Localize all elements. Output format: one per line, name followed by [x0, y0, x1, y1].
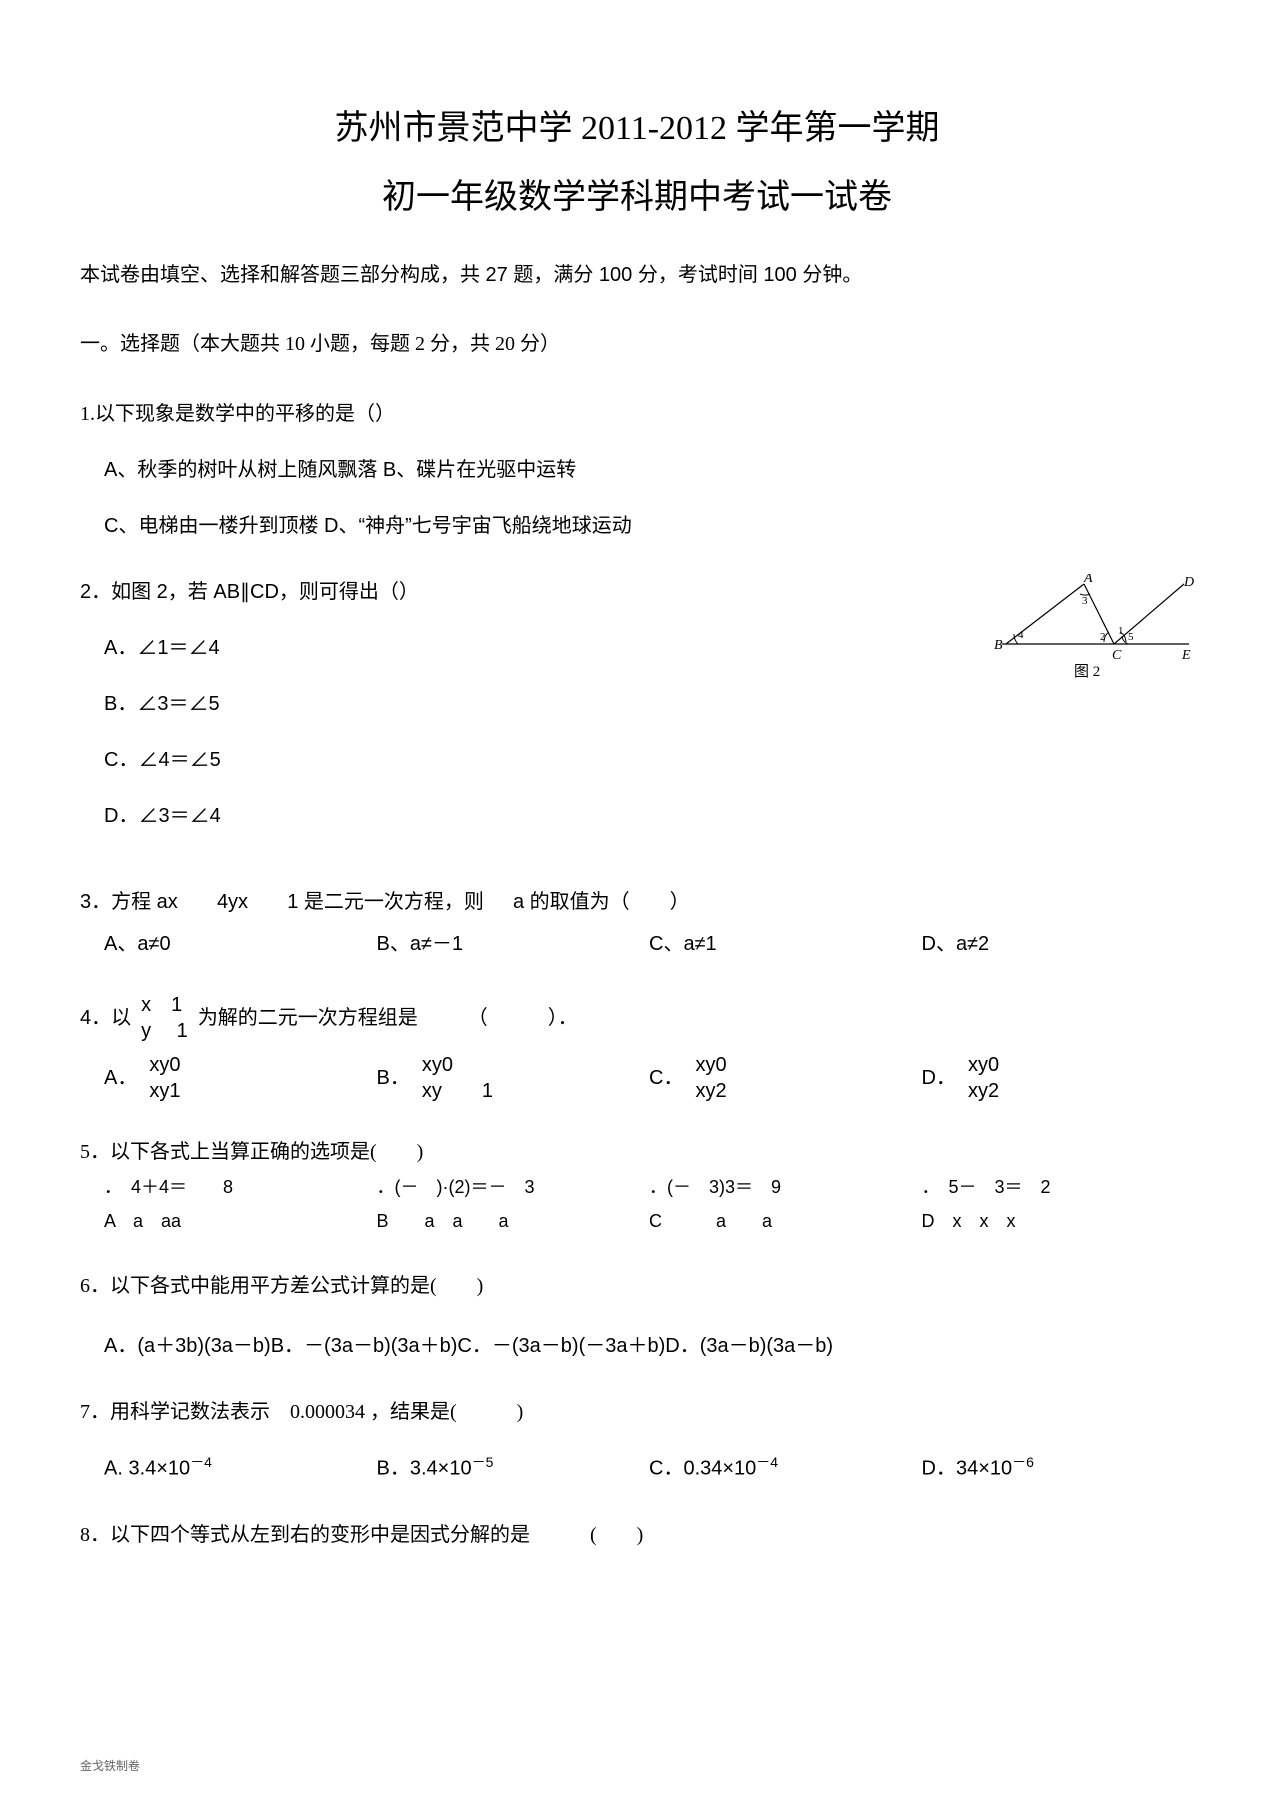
q7-optD-pre: D．34×10	[922, 1458, 1013, 1480]
q2-figure: A B C D E 3 4 2 1 5 图 2	[974, 574, 1194, 696]
q1-opt-line1: A、秋季的树叶从树上随风飘落 B、碟片在光驱中运转	[104, 452, 1194, 488]
q7-stem: 7．用科学记数法表示 0.000034 ，结果是( )	[80, 1394, 1194, 1430]
q4-optC: C． xy0 xy2	[649, 1052, 922, 1104]
q7-optB-exp: －5	[472, 1454, 494, 1470]
question-6: 6．以下各式中能用平方差公式计算的是( ) A．(a＋3b)(3a－b)B．－(…	[80, 1268, 1194, 1364]
q4-optC-l2: xy2	[695, 1078, 726, 1104]
q2-optB: B．∠3＝∠5	[104, 686, 974, 722]
q4-optC-l1: xy0	[695, 1052, 726, 1078]
q4-optA: A． xy0 xy1	[104, 1052, 377, 1104]
q4-optA-l1: xy0	[149, 1052, 180, 1078]
q3-stem-pre: 3．方程 ax	[80, 891, 178, 913]
section-1-header: 一。选择题（本大题共 10 小题，每题 2 分，共 20 分）	[80, 327, 1194, 356]
q2-stem: 2．如图 2，若 AB∥CD，则可得出（）	[80, 574, 974, 610]
q7-optD-exp: －6	[1012, 1454, 1034, 1470]
q4-optB-l1: xy0	[422, 1052, 493, 1078]
q7-optC-pre: C．0.34×10	[649, 1458, 756, 1480]
q5-B-top: ．(－ )·(2)＝－ 3	[377, 1170, 650, 1204]
q4-optB-l2: xy 1	[422, 1078, 493, 1104]
q5-stem: 5．以下各式上当算正确的选项是( )	[80, 1134, 1194, 1170]
q7-optD: D．34×10－6	[922, 1450, 1195, 1487]
question-2: 2．如图 2，若 AB∥CD，则可得出（） A．∠1＝∠4 B．∠3＝∠5 C．…	[80, 574, 1194, 854]
q7-optB-pre: B．3.4×10	[377, 1458, 472, 1480]
q4-y-line: y 1	[141, 1018, 188, 1044]
q3-stem-mid: 4yx	[217, 891, 248, 913]
q7-optB: B．3.4×10－5	[377, 1450, 650, 1487]
q4-optD-l1: xy0	[968, 1052, 999, 1078]
fig-label-C: C	[1112, 648, 1122, 663]
q5-optC: ．(－ 3)3＝ 9 C a a	[649, 1170, 922, 1238]
q4-optC-label: C．	[649, 1060, 683, 1096]
q3-stem-post: 1 是二元一次方程，则	[287, 891, 484, 913]
q2-optA: A．∠1＝∠4	[104, 630, 974, 666]
q3-stem-end: a 的取值为（ ）	[513, 891, 690, 913]
question-1: 1.以下现象是数学中的平移的是（） A、秋季的树叶从树上随风飘落 B、碟片在光驱…	[80, 396, 1194, 544]
q7-optA: A. 3.4×10－4	[104, 1450, 377, 1487]
q5-C-bot: C a a	[649, 1204, 922, 1238]
q5-optA: ． 4＋4＝ 8 A a aa	[104, 1170, 377, 1238]
q4-stem-post: 为解的二元一次方程组是 （ ）．	[198, 1000, 578, 1036]
q5-A-top: ． 4＋4＝ 8	[104, 1170, 377, 1204]
q8-stem: 8．以下四个等式从左到右的变形中是因式分解的是 ( )	[80, 1517, 1194, 1553]
q3-optD: D、a≠2	[922, 926, 1195, 962]
intro-text: 本试卷由填空、选择和解答题三部分构成，共 27 题，满分 100 分，考试时间 …	[80, 258, 1194, 287]
q4-optA-l2: xy1	[149, 1078, 180, 1104]
q5-D-top: ． 5－ 3＝ 2	[922, 1170, 1195, 1204]
q5-B-bot: B a a a	[377, 1204, 650, 1238]
q4-optB-label: B．	[377, 1060, 410, 1096]
q2-optC: C．∠4＝∠5	[104, 742, 974, 778]
q5-A-bot: A a aa	[104, 1204, 377, 1238]
q7-optA-pre: A. 3.4×10	[104, 1458, 190, 1480]
q4-optB: B． xy0 xy 1	[377, 1052, 650, 1104]
q1-opt-line2: C、电梯由一楼升到顶楼 D、“神舟”七号宇宙飞船绕地球运动	[104, 508, 1194, 544]
q7-optA-exp: －4	[190, 1454, 212, 1470]
question-3: 3．方程 ax 4yx 1 是二元一次方程，则 a 的取值为（ ） A、a≠0 …	[80, 884, 1194, 962]
title-sub: 初一年级数学学科期中考试一试卷	[80, 169, 1194, 218]
q4-optD: D． xy0 xy2	[922, 1052, 1195, 1104]
q5-C-top: ．(－ 3)3＝ 9	[649, 1170, 922, 1204]
q6-stem: 6．以下各式中能用平方差公式计算的是( )	[80, 1268, 1194, 1304]
q3-optB: B、a≠－1	[377, 926, 650, 962]
q4-optA-label: A．	[104, 1060, 137, 1096]
fig-label-B: B	[994, 638, 1003, 653]
q4-optD-l2: xy2	[968, 1078, 999, 1104]
fig-angle-5: 5	[1128, 631, 1134, 643]
q5-optD: ． 5－ 3＝ 2 D x x x	[922, 1170, 1195, 1238]
exam-page: 苏州市景范中学 2011-2012 学年第一学期 初一年级数学学科期中考试一试卷…	[0, 0, 1274, 1804]
q3-optA: A、a≠0	[104, 926, 377, 962]
q7-optC-exp: －4	[756, 1454, 778, 1470]
title-main: 苏州市景范中学 2011-2012 学年第一学期	[80, 100, 1194, 149]
q7-optC: C．0.34×10－4	[649, 1450, 922, 1487]
footer-text: 金戈铁制卷	[80, 1757, 140, 1774]
q5-D-bot: D x x x	[922, 1204, 1195, 1238]
fig-label-A: A	[1083, 574, 1093, 586]
question-4: 4．以 x 1 y 1 为解的二元一次方程组是 （ ）． A． xy0 xy1 …	[80, 992, 1194, 1104]
fig-label-E: E	[1181, 648, 1191, 663]
fig-angle-4: 4	[1018, 629, 1024, 641]
q3-optC: C、a≠1	[649, 926, 922, 962]
question-8: 8．以下四个等式从左到右的变形中是因式分解的是 ( )	[80, 1517, 1194, 1553]
q4-x-line: x 1	[141, 992, 188, 1018]
q6-opts: A．(a＋3b)(3a－b)B．－(3a－b)(3a＋b)C．－(3a－b)(－…	[104, 1335, 833, 1357]
q2-optD: D．∠3＝∠4	[104, 798, 974, 834]
q4-stem-pre: 4．以	[80, 1000, 131, 1036]
fig-label-D: D	[1183, 575, 1194, 590]
q1-stem: 1.以下现象是数学中的平移的是（）	[80, 396, 1194, 432]
figure-2-svg: A B C D E 3 4 2 1 5 图 2	[994, 574, 1194, 684]
question-5: 5．以下各式上当算正确的选项是( ) ． 4＋4＝ 8 A a aa ．(－ )…	[80, 1134, 1194, 1238]
fig-angle-2: 2	[1100, 631, 1106, 643]
fig-angle-1: 1	[1118, 625, 1124, 637]
fig-angle-3: 3	[1082, 595, 1088, 607]
fig-caption: 图 2	[1074, 663, 1100, 680]
q4-optD-label: D．	[922, 1060, 956, 1096]
q5-optB: ．(－ )·(2)＝－ 3 B a a a	[377, 1170, 650, 1238]
question-7: 7．用科学记数法表示 0.000034 ，结果是( ) A. 3.4×10－4 …	[80, 1394, 1194, 1487]
